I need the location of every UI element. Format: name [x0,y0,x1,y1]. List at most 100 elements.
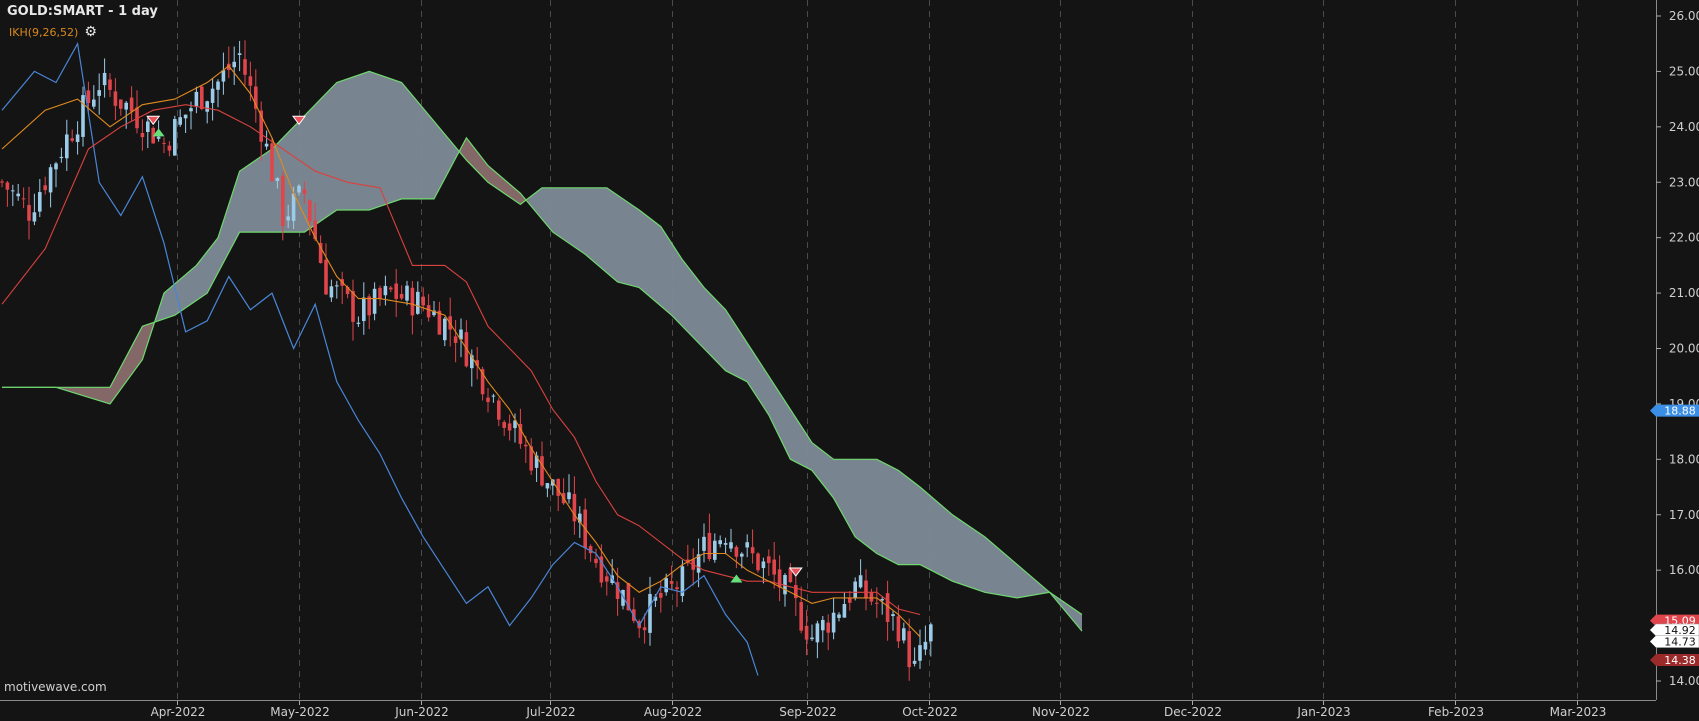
candle-body [81,95,85,137]
candle-body [578,513,582,523]
candle-body [545,483,550,489]
candle-body [210,88,215,103]
candle-body [302,189,307,194]
gear-icon[interactable]: ⚙ [84,24,97,40]
candle-body [313,220,317,240]
candle-body [853,581,857,598]
candle-body [383,285,388,296]
candle-body [513,420,517,429]
kijun-sen-line [1,104,921,616]
candle-body [615,582,620,599]
candle-body [38,192,42,212]
candle-body [189,108,193,112]
candle-body [621,589,625,606]
candle-body [470,355,474,369]
candle-body [281,175,285,227]
candle-body [918,645,922,661]
candle-body [842,604,847,618]
candle-body [885,593,890,622]
candle-body [356,322,361,324]
candle-body [405,285,409,301]
candle-body [810,637,814,640]
candle-body [529,446,533,471]
candle-body [491,395,496,397]
candle-body [394,283,398,299]
candle-body [102,72,107,86]
candle-body [27,204,31,221]
candle-body [588,546,593,554]
candle-body [875,602,879,604]
y-tick-label: 26.00 [1669,9,1699,23]
candle-body [680,566,685,597]
candle-body [243,59,247,75]
candle-body [756,553,760,571]
candle-body [869,591,874,602]
x-tick-label: Jan-2023 [1296,705,1350,719]
candle-body [502,422,506,428]
candle-body [113,91,118,106]
candle-body [594,558,598,564]
x-tick-label: Nov-2022 [1032,705,1090,719]
candle-body [97,90,101,96]
candle-body [518,423,523,444]
candle-body [669,580,674,584]
candle-body [254,86,258,109]
tenkan-sen-line [1,65,921,638]
candle-body [421,296,425,306]
candle-body [788,568,793,583]
candle-body [718,540,722,545]
candle-body [767,556,771,564]
candle-body [443,318,447,341]
sell-signal-marker [292,115,306,126]
candle-body [156,136,161,139]
y-tick-label: 24.00 [1669,120,1699,134]
candle-body [270,143,274,182]
candle-body [723,543,728,545]
candle-body [324,259,328,295]
price-flag-label: 14.92 [1664,624,1696,637]
x-tick-label: Sep-2022 [779,705,837,719]
x-tick-label: Mar-2023 [1550,705,1607,719]
candle-body [783,575,787,595]
x-tick-label: Feb-2023 [1428,705,1484,719]
ichimoku-cloud [461,137,529,205]
candle-body [551,479,555,486]
candle-body [194,91,199,107]
ichimoku-cloud [528,187,1082,632]
candle-body [556,478,560,496]
candle-body [416,291,420,314]
candle-body [664,578,668,593]
candle-body [362,297,366,322]
candle-body [794,585,798,599]
candle-body [345,286,350,295]
candle-body [59,156,64,159]
y-tick-label: 22.00 [1669,231,1699,245]
candle-body [702,536,706,551]
candle-body [567,492,571,500]
candle-body [146,121,150,132]
chikou-span-line [1,41,759,676]
candle-body [275,178,280,181]
candle-body [16,193,20,197]
candle-body [216,81,220,90]
candle-body [367,296,371,316]
candle-body [572,493,577,522]
price-flag: 18.88 [1650,404,1699,418]
candle-body [259,110,263,142]
price-flag-label: 18.88 [1664,405,1696,418]
candle-body [54,163,58,170]
candle-body [5,182,10,190]
senkou-span-a-line [2,70,1083,615]
candle-body [351,291,355,322]
indicator-label[interactable]: IKH(9,26,52) [9,25,79,39]
candle-body [205,101,209,112]
sell-signal-marker [146,115,161,126]
candle-body [799,602,803,631]
candle-body [902,628,906,641]
candle-body [178,117,182,125]
candle-body [129,97,134,112]
candle-body [524,444,528,447]
buy-signal-marker [152,128,165,137]
y-tick-label: 21.00 [1669,286,1699,300]
